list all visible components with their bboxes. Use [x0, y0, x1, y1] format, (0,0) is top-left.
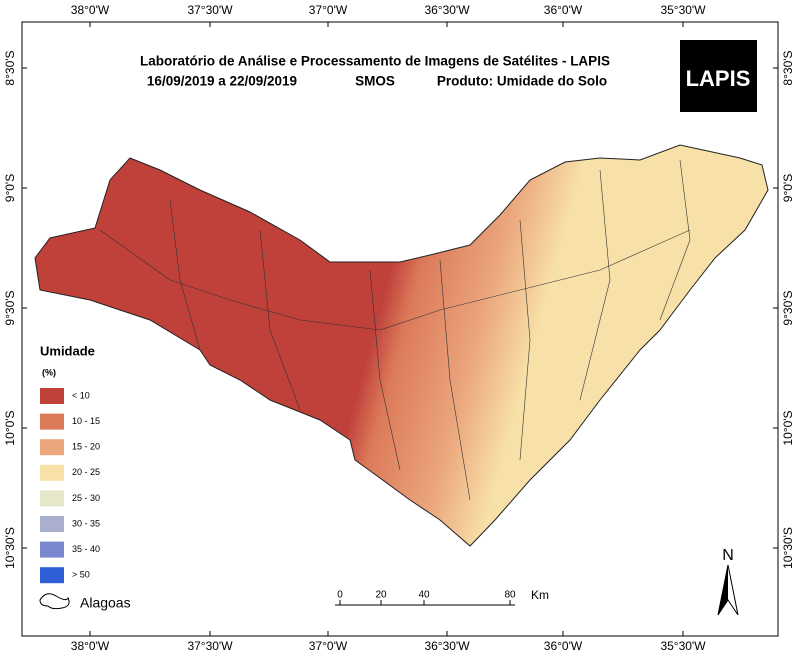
scale-unit: Km	[531, 588, 549, 602]
legend-swatch	[40, 413, 64, 430]
scale-label: 80	[504, 590, 516, 601]
legend-swatch	[40, 567, 64, 584]
product: Produto: Umidade do Solo	[437, 74, 607, 89]
boundary-symbol	[39, 593, 70, 610]
municipal-boundaries	[99, 159, 691, 501]
logo: LAPIS	[686, 66, 751, 91]
alagoas-map	[34, 144, 769, 547]
period: 16/09/2019 a 22/09/2019	[147, 74, 297, 89]
longitude-label: 36°0'W	[544, 3, 583, 17]
boundary-label: Alagoas	[80, 595, 131, 611]
legend-label: > 50	[72, 570, 90, 580]
north-label: N	[722, 547, 734, 564]
latitude-label: 10°0'S	[781, 410, 795, 445]
longitude-label: 37°30'W	[187, 3, 233, 17]
legend-swatch	[40, 388, 64, 404]
scale-label: 40	[418, 590, 430, 601]
latitude-label: 9°0'S	[781, 174, 795, 202]
latitude-label: 9°30'S	[781, 290, 795, 325]
legend-swatch	[40, 541, 64, 558]
longitude-label: 36°30'W	[424, 3, 470, 17]
legend-label: 15 - 20	[72, 442, 100, 452]
latitude-label: 8°30'S	[781, 50, 795, 85]
logo-box	[680, 40, 757, 112]
longitude-label: 37°30'W	[187, 639, 233, 653]
latitude-label: 10°30'S	[3, 527, 17, 569]
latitude-label: 9°0'S	[3, 174, 17, 202]
legend-swatch	[40, 490, 64, 507]
title: Laboratório de Análise e Processamento d…	[140, 54, 610, 69]
longitude-label: 38°0'W	[71, 639, 110, 653]
latitude-label: 10°30'S	[781, 527, 795, 569]
latitude-label: 10°0'S	[3, 410, 17, 445]
longitude-label: 36°0'W	[544, 639, 583, 653]
north-arrow-half	[718, 565, 728, 615]
legend-swatch	[40, 464, 64, 481]
latitude-label: 9°30'S	[3, 290, 17, 325]
legend-label: < 10	[72, 390, 90, 400]
longitude-label: 35°30'W	[660, 639, 706, 653]
legend-label: 10 - 15	[72, 416, 100, 426]
legend-label: 20 - 25	[72, 467, 100, 477]
legend-swatch	[40, 516, 64, 532]
legend-swatch	[40, 439, 64, 456]
longitude-label: 38°0'W	[71, 3, 110, 17]
legend-unit: (%)	[42, 367, 56, 377]
legend-label: 35 - 40	[72, 544, 100, 554]
legend-label: 25 - 30	[72, 493, 100, 503]
longitude-label: 36°30'W	[424, 639, 470, 653]
longitude-label: 37°0'W	[309, 3, 348, 17]
legend-title: Umidade	[40, 343, 95, 358]
latitude-label: 8°30'S	[3, 50, 17, 85]
scale-label: 20	[375, 590, 387, 601]
longitude-label: 35°30'W	[660, 3, 706, 17]
sensor: SMOS	[355, 74, 395, 89]
longitude-label: 37°0'W	[309, 639, 348, 653]
scale-label: 0	[337, 590, 343, 601]
legend-label: 30 - 35	[72, 518, 100, 528]
